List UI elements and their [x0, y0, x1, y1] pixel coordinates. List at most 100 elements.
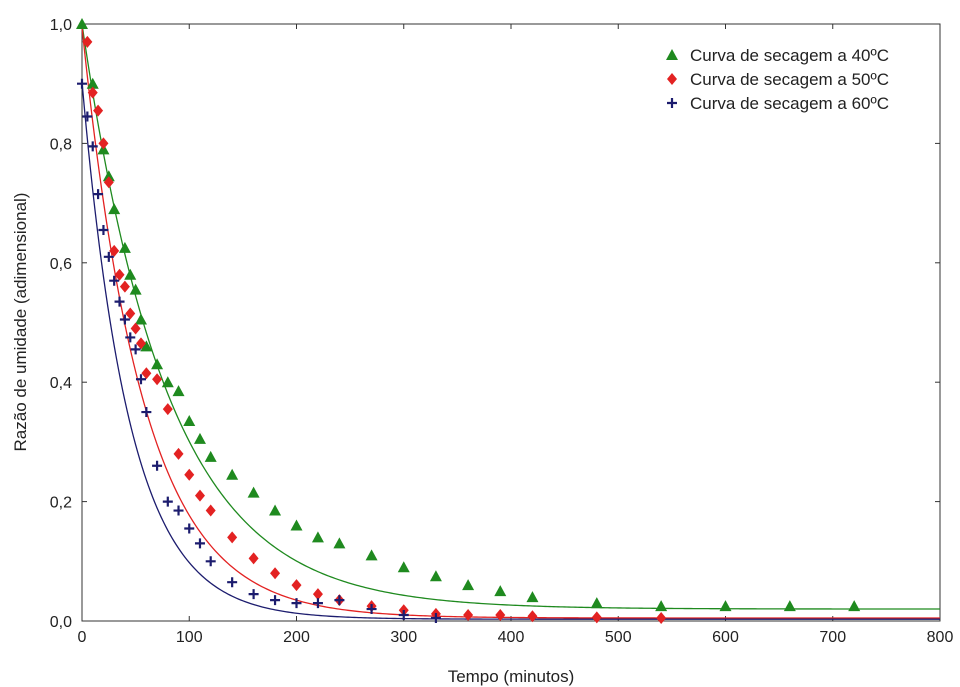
data-point-plus	[162, 496, 173, 507]
data-point-diamond	[463, 609, 474, 622]
data-point-triangle	[161, 376, 174, 388]
data-point-triangle	[848, 600, 861, 612]
fit-line	[81, 81, 940, 620]
data-point-diamond	[82, 35, 93, 48]
plot-area	[81, 23, 941, 622]
fit-line	[81, 26, 940, 619]
legend-label: Curva de secagem a 40ºC	[690, 46, 889, 65]
data-point-triangle	[655, 600, 668, 612]
data-point-triangle	[311, 531, 324, 543]
y-axis-title: Razão de umidade (adimensional)	[11, 193, 30, 452]
data-point-triangle	[462, 579, 475, 591]
data-point-plus	[173, 505, 184, 516]
data-point-diamond	[173, 447, 184, 460]
data-point-diamond	[152, 373, 163, 386]
data-point-diamond	[291, 579, 302, 592]
data-point-plus	[87, 141, 98, 152]
x-tick-label: 600	[712, 629, 739, 646]
data-point-diamond	[130, 322, 141, 335]
x-tick-label: 700	[819, 629, 846, 646]
data-points	[76, 18, 861, 625]
data-point-diamond	[184, 468, 195, 481]
data-point-plus	[77, 78, 87, 89]
data-point-plus	[291, 598, 302, 609]
data-point-triangle	[526, 591, 539, 603]
data-point-plus	[82, 111, 93, 122]
data-point-diamond	[162, 403, 173, 416]
x-tick-label: 800	[927, 629, 954, 646]
data-point-diamond	[270, 567, 281, 580]
legend-marker-plus	[667, 98, 677, 108]
data-point-triangle	[118, 241, 131, 253]
data-point-triangle	[183, 415, 196, 427]
data-point-triangle	[102, 170, 115, 182]
data-point-diamond	[656, 612, 667, 625]
data-point-plus	[114, 296, 125, 307]
data-point-plus	[184, 523, 195, 534]
data-point-plus	[141, 407, 152, 418]
x-tick-label: 0	[78, 629, 87, 646]
data-point-diamond	[87, 86, 98, 99]
legend-marker-triangle	[666, 49, 678, 60]
data-point-plus	[109, 275, 120, 286]
data-point-plus	[194, 538, 205, 549]
data-point-plus	[430, 613, 441, 624]
data-point-plus	[248, 589, 259, 600]
data-point-diamond	[125, 307, 136, 320]
data-point-triangle	[172, 385, 185, 397]
legend: Curva de secagem a 40ºC Curva de secagem …	[666, 46, 889, 113]
y-tick-label: 1,0	[50, 17, 72, 34]
data-point-diamond	[312, 588, 323, 601]
data-point-plus	[366, 604, 377, 615]
x-tick-label: 100	[176, 629, 203, 646]
data-point-diamond	[109, 244, 120, 257]
data-point-triangle	[783, 600, 796, 612]
y-tick-label: 0,4	[50, 375, 72, 392]
x-axis: 0 100 200 300 400 500 600 700 800	[78, 24, 954, 646]
data-point-triangle	[494, 585, 507, 597]
data-point-triangle	[247, 486, 260, 498]
data-point-triangle	[129, 283, 142, 295]
y-axis: 0,0 0,2 0,4 0,6 0,8 1,0	[50, 17, 940, 631]
data-point-diamond	[194, 489, 205, 502]
data-point-plus	[119, 314, 130, 325]
data-point-diamond	[119, 280, 130, 293]
data-point-triangle	[719, 600, 732, 612]
data-point-diamond	[205, 504, 216, 517]
data-point-plus	[227, 577, 238, 588]
data-point-diamond	[527, 610, 538, 623]
x-tick-label: 400	[498, 629, 525, 646]
data-point-triangle	[365, 549, 378, 561]
data-point-plus	[270, 595, 281, 606]
data-point-triangle	[397, 561, 410, 573]
data-point-plus	[93, 189, 104, 200]
y-tick-label: 0,0	[50, 614, 72, 631]
data-point-diamond	[114, 268, 125, 281]
data-point-triangle	[134, 313, 147, 325]
data-point-diamond	[135, 337, 146, 350]
data-point-diamond	[227, 531, 238, 544]
x-axis-title: Tempo (minutos)	[448, 667, 575, 686]
y-tick-label: 0,2	[50, 495, 72, 512]
data-point-plus	[205, 556, 216, 567]
data-point-diamond	[98, 137, 109, 150]
data-point-triangle	[151, 358, 164, 370]
data-point-diamond	[248, 552, 259, 565]
data-point-plus	[334, 595, 345, 606]
data-point-plus	[152, 460, 163, 471]
fitted-curves	[81, 23, 940, 620]
data-point-diamond	[103, 176, 114, 189]
x-tick-label: 200	[283, 629, 310, 646]
data-point-triangle	[108, 203, 121, 215]
data-point-triangle	[290, 519, 303, 531]
data-point-triangle	[76, 18, 88, 29]
data-point-diamond	[141, 367, 152, 380]
y-tick-label: 0,6	[50, 256, 72, 273]
data-point-plus	[398, 610, 409, 621]
data-point-triangle	[269, 504, 282, 516]
data-point-triangle	[333, 537, 346, 549]
data-point-plus	[103, 251, 114, 262]
data-point-triangle	[140, 340, 153, 352]
x-tick-label: 300	[390, 629, 417, 646]
